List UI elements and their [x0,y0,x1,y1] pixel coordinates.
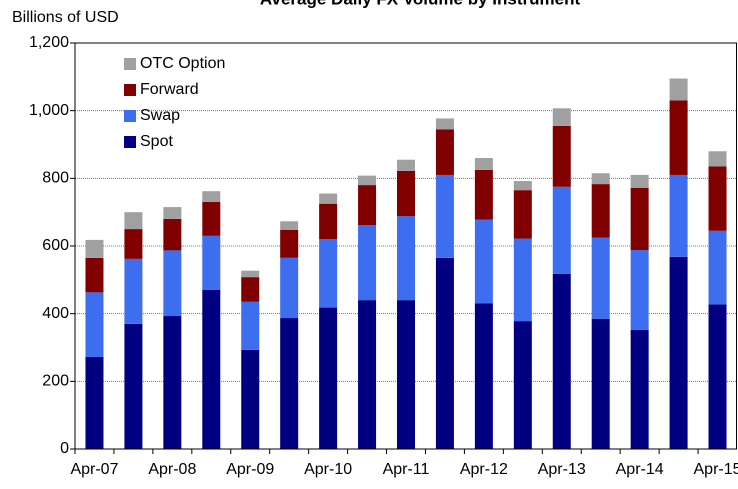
bar-segment [552,108,571,126]
bar-segment [358,175,377,186]
bar-segment [513,238,532,322]
bar-segment [435,129,454,175]
bar-segment [124,229,143,259]
bar-segment [280,257,299,319]
bar-segment [435,118,454,130]
x-tick-label: Apr-09 [226,461,274,478]
bar-segment [397,300,415,449]
bar-segment [669,100,688,175]
bar-segment [669,174,688,257]
bar-segment [669,256,688,449]
bar-segment [202,289,221,449]
bar-segment [552,273,571,449]
bar-segment [708,151,727,167]
bar-segment [241,301,260,350]
bar-segment [630,250,649,330]
bar-segment [319,307,338,449]
bar-segment [591,184,610,238]
y-tick-label: 800 [42,170,69,187]
x-tick-label: Apr-11 [383,461,430,478]
bar-segment [124,323,143,449]
x-tick-label: Apr-15 [694,461,738,478]
legend-swatch [124,84,136,96]
bar-segment [474,303,493,449]
bar-segment [358,185,377,226]
bar-segment [163,207,182,219]
x-tick-label: Apr-12 [460,461,508,478]
bar-segment [319,203,338,240]
bar-segment [280,318,299,449]
bar-segment [280,229,299,258]
bar-segment [241,277,260,302]
bar-segment [202,191,221,203]
y-tick-label: 200 [42,373,69,390]
bar-segment [630,174,649,188]
x-tick-label: Apr-07 [70,461,118,478]
bar-segment [202,235,221,290]
bar-segment [202,202,221,236]
y-tick-label: 400 [42,305,69,322]
legend-label: OTC Option [140,55,225,72]
bar-segment [163,250,182,317]
bar-segment [708,166,727,231]
bar-segment [163,316,182,449]
bar-segment [435,257,454,449]
legend-label: Swap [140,107,180,124]
y-tick-label: 600 [42,237,69,254]
chart-title: Average Daily FX Volume by Instrument [260,0,581,8]
bar-segment [397,216,415,301]
bar-segment [591,318,610,449]
bar-segment [85,292,104,357]
bar-segment [85,257,104,293]
x-tick-label: Apr-08 [148,461,196,478]
bar-segment [124,258,143,324]
bar-segment [591,237,610,319]
y-tick-label: 1,000 [29,102,69,119]
bar-segment [591,173,610,185]
bar-segment [397,170,415,217]
bar-segment [358,300,377,449]
legend-swatch [124,110,136,122]
y-tick-label: 0 [60,440,69,457]
bar-segment [241,349,260,449]
bar-segment [474,158,493,170]
bar-segment [124,212,143,230]
bar-segment [435,174,454,258]
x-tick-label: Apr-13 [538,461,586,478]
x-tick-label: Apr-10 [304,461,352,478]
legend-swatch [124,136,136,148]
bar-segment [85,356,104,449]
bar-segment [163,218,182,251]
bar-segment [708,304,727,449]
bar-segment [630,329,649,449]
bar-segment [552,186,571,274]
bar-segment [552,125,571,187]
bar-segment [319,193,338,204]
bar-segment [513,321,532,449]
y-tick-label: 1,200 [29,34,69,51]
bar-segment [358,225,377,301]
bar-segment [85,239,104,258]
legend-swatch [124,58,136,70]
legend-label: Forward [140,81,199,98]
bar-segment [630,187,649,251]
bar-segment [513,181,532,191]
legend-label: Spot [140,133,173,150]
bar-segment [474,169,493,220]
bar-segment [241,270,260,278]
y-axis-label: Billions of USD [12,9,119,26]
bar-segment [513,190,532,239]
bar-segment [669,78,688,101]
x-tick-label: Apr-14 [616,461,664,478]
bar-segment [319,239,338,308]
bar-segment [397,159,415,171]
bar-segment [280,221,299,230]
bar-segment [474,219,493,304]
bar-segment [708,230,727,305]
